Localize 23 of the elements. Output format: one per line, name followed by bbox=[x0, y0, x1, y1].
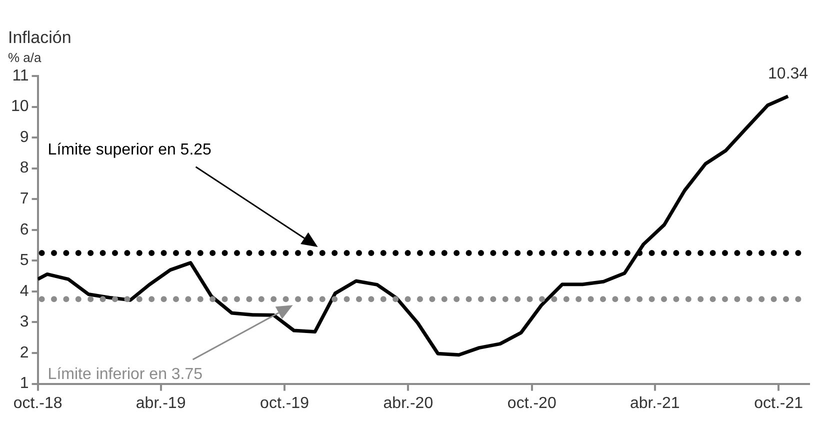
y-tick-label: 6 bbox=[20, 221, 29, 238]
y-tick-label: 4 bbox=[20, 282, 29, 300]
x-tick-label: oct.-18 bbox=[13, 394, 62, 412]
x-tick-label: abr.-21 bbox=[630, 394, 680, 412]
ref-line-label: Límite superior en 5.25 bbox=[48, 141, 212, 158]
y-tick-label: 10 bbox=[11, 98, 29, 116]
annotation: 10.34 bbox=[768, 66, 808, 83]
y-tick-label: 7 bbox=[20, 190, 29, 208]
chart-subtitle: % a/a bbox=[8, 50, 42, 65]
x-tick-label: oct.-19 bbox=[260, 394, 310, 412]
x-tick-label: oct.-21 bbox=[754, 394, 804, 412]
chart-title: Inflación bbox=[8, 28, 72, 47]
y-tick-label: 5 bbox=[20, 252, 29, 270]
y-tick-label: 8 bbox=[20, 160, 29, 177]
x-tick-label: oct.-20 bbox=[507, 394, 556, 412]
y-tick-label: 9 bbox=[20, 128, 29, 146]
y-tick-label: 11 bbox=[12, 67, 29, 84]
x-tick-label: abr.-19 bbox=[136, 394, 186, 412]
ref-line-label: Límite inferior en 3.75 bbox=[48, 366, 203, 383]
y-tick-label: 3 bbox=[20, 314, 29, 331]
x-tick-label: abr.-20 bbox=[383, 394, 434, 412]
y-tick-label: 1 bbox=[20, 375, 29, 392]
y-tick-label: 2 bbox=[20, 344, 29, 362]
